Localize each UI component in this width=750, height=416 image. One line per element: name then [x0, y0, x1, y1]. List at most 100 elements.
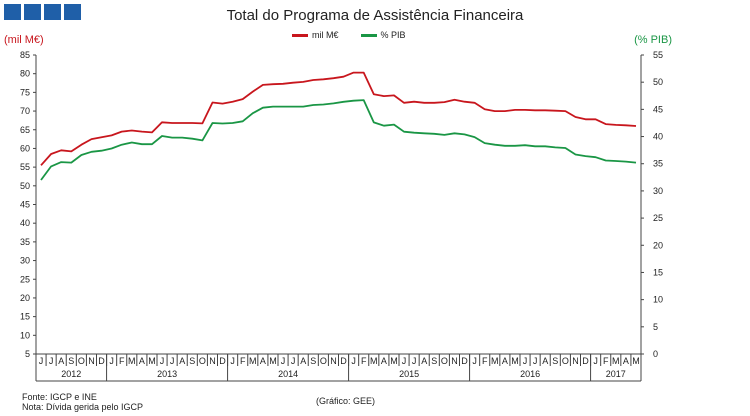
month-tick-label: F	[482, 356, 488, 366]
month-tick-label: J	[281, 356, 286, 366]
series-line-mil	[40, 71, 637, 166]
month-tick-label: O	[199, 356, 206, 366]
month-tick-label: J	[291, 356, 296, 366]
month-tick-label: O	[441, 356, 448, 366]
month-tick-label: A	[300, 356, 306, 366]
left-tick-label: 60	[20, 143, 30, 153]
right-tick-label: 35	[653, 159, 663, 169]
legend-swatch-mil	[292, 33, 308, 37]
left-tick-label: 45	[20, 200, 30, 210]
left-tick-label: 40	[20, 218, 30, 228]
left-tick-label: 85	[20, 50, 30, 60]
left-tick-label: 15	[20, 312, 30, 322]
left-tick-label: 65	[20, 125, 30, 135]
left-tick-label: 75	[20, 87, 30, 97]
month-tick-label: M	[128, 356, 136, 366]
logo-square	[24, 4, 41, 20]
footer-credit: (Gráfico: GEE)	[316, 396, 376, 406]
left-tick-label: 30	[20, 256, 30, 266]
month-tick-label: M	[370, 356, 378, 366]
gee-logo	[4, 4, 81, 20]
month-tick-label: S	[310, 356, 316, 366]
right-tick-label: 20	[653, 240, 663, 250]
series-line-pib	[40, 99, 637, 181]
left-tick-label: 80	[20, 69, 30, 79]
right-axis-unit: (% PIB)	[634, 34, 672, 46]
month-tick-label: J	[593, 356, 598, 366]
month-tick-label: J	[39, 356, 44, 366]
legend-label-pib: % PIB	[380, 30, 406, 40]
right-tick-label: 5	[653, 322, 658, 332]
month-tick-label: M	[148, 356, 156, 366]
year-label: 2014	[278, 369, 298, 379]
month-tick-label: J	[170, 356, 175, 366]
year-label: 2015	[399, 369, 419, 379]
logo-square	[44, 4, 61, 20]
year-label: 2013	[157, 369, 177, 379]
month-tick-label: M	[269, 356, 277, 366]
left-tick-label: 50	[20, 181, 30, 191]
right-tick-label: 30	[653, 186, 663, 196]
month-tick-label: D	[340, 356, 347, 366]
month-tick-label: M	[390, 356, 398, 366]
month-tick-label: S	[189, 356, 195, 366]
month-tick-label: F	[119, 356, 125, 366]
year-label: 2017	[606, 369, 626, 379]
left-tick-label: 10	[20, 330, 30, 340]
right-tick-label: 10	[653, 295, 663, 305]
left-tick-label: 20	[20, 293, 30, 303]
month-tick-label: A	[623, 356, 629, 366]
month-tick-label: N	[330, 356, 337, 366]
legend-label-mil: mil M€	[312, 30, 339, 40]
legend-item-pib: % PIB	[360, 30, 406, 40]
month-tick-label: J	[230, 356, 235, 366]
left-tick-label: 5	[25, 349, 30, 359]
month-tick-label: S	[552, 356, 558, 366]
month-tick-label: D	[582, 356, 589, 366]
month-tick-label: M	[249, 356, 257, 366]
month-tick-label: N	[572, 356, 579, 366]
month-tick-label: J	[472, 356, 477, 366]
month-tick-label: F	[361, 356, 367, 366]
month-tick-label: F	[240, 356, 246, 366]
month-tick-label: J	[523, 356, 528, 366]
month-tick-label: N	[209, 356, 216, 366]
month-tick-label: A	[260, 356, 266, 366]
month-tick-label: M	[612, 356, 620, 366]
month-tick-label: M	[511, 356, 519, 366]
month-tick-label: O	[78, 356, 85, 366]
right-tick-label: 25	[653, 213, 663, 223]
left-axis-unit: (mil M€)	[4, 34, 44, 46]
month-tick-label: D	[461, 356, 468, 366]
year-label: 2016	[520, 369, 540, 379]
month-tick-label: D	[219, 356, 226, 366]
right-tick-label: 0	[653, 349, 658, 359]
right-tick-label: 55	[653, 50, 663, 60]
month-tick-label: J	[351, 356, 356, 366]
month-tick-label: N	[88, 356, 95, 366]
month-tick-label: A	[421, 356, 427, 366]
month-tick-label: M	[632, 356, 640, 366]
month-tick-label: F	[603, 356, 609, 366]
month-tick-label: S	[431, 356, 437, 366]
right-tick-label: 40	[653, 132, 663, 142]
left-tick-label: 25	[20, 274, 30, 284]
month-tick-label: O	[562, 356, 569, 366]
logo-square	[4, 4, 21, 20]
month-tick-label: J	[109, 356, 114, 366]
month-tick-label: A	[179, 356, 185, 366]
month-tick-label: J	[49, 356, 54, 366]
month-tick-label: M	[491, 356, 499, 366]
chart-legend: mil M€ % PIB	[292, 30, 406, 40]
month-tick-label: A	[139, 356, 145, 366]
legend-swatch-pib	[360, 33, 377, 37]
right-tick-label: 15	[653, 267, 663, 277]
month-tick-label: A	[381, 356, 387, 366]
right-tick-label: 45	[653, 104, 663, 114]
right-tick-label: 50	[653, 77, 663, 87]
legend-item-mil: mil M€	[292, 30, 339, 40]
month-tick-label: A	[542, 356, 548, 366]
month-tick-label: J	[160, 356, 165, 366]
month-tick-label: D	[98, 356, 105, 366]
